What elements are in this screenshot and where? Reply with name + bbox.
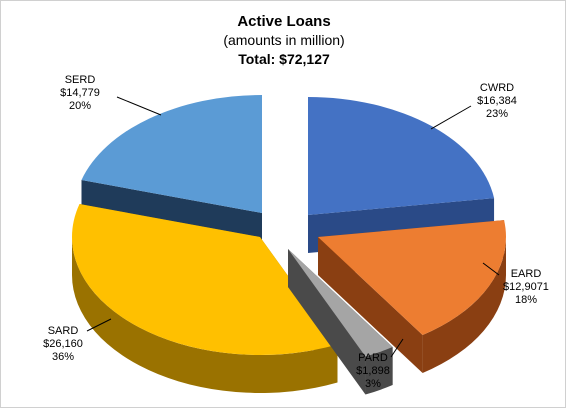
slice-top-serd	[81, 95, 263, 213]
leader-line-cwrd	[430, 105, 472, 130]
slice-face-pard-1	[288, 249, 366, 395]
leader-line-serd	[116, 96, 162, 116]
data-label-cwrd-percent: 23%	[486, 108, 508, 120]
leader-line-sard	[86, 318, 112, 332]
data-label-eard-percent: 18%	[515, 294, 537, 306]
data-label-sard-percent: 36%	[52, 351, 74, 363]
slice-pard	[288, 249, 393, 395]
slice-top-cwrd	[308, 97, 495, 215]
data-label-cwrd-value: $16,384	[477, 95, 517, 107]
data-label-sard-value: $26,160	[43, 338, 83, 350]
data-label-cwrd-name: CWRD	[480, 82, 514, 94]
data-labels: CWRD$16,38423%EARD$12,907118%PARD$1,8983…	[43, 74, 549, 390]
data-label-pard-percent: 3%	[365, 378, 381, 390]
chart-total: Total: $72,127	[238, 51, 330, 67]
leader-line-pard	[390, 338, 404, 358]
data-label-eard-name: EARD	[511, 268, 542, 280]
slices-layer	[71, 95, 506, 395]
data-label-pard-name: PARD	[358, 352, 388, 364]
slice-eard	[318, 220, 506, 374]
slice-side-sard	[72, 237, 338, 394]
slice-sard	[71, 204, 338, 394]
data-label-serd-value: $14,779	[60, 87, 100, 99]
data-label-sard-name: SARD	[48, 325, 79, 337]
leader-line-eard	[482, 262, 500, 276]
data-label-serd-percent: 20%	[69, 100, 91, 112]
slice-face-eard-1	[318, 237, 423, 374]
leader-lines	[86, 96, 500, 358]
slice-side-eard	[422, 237, 506, 374]
data-label-serd-name: SERD	[65, 74, 96, 86]
slice-top-pard	[288, 249, 393, 357]
data-label-eard-value: $12,9071	[503, 281, 549, 293]
data-label-pard-value: $1,898	[356, 365, 390, 377]
slice-top-sard	[71, 204, 338, 355]
chart-title: Active Loans	[237, 13, 330, 30]
chart-subtitle: (amounts in million)	[223, 32, 344, 48]
slice-top-eard	[318, 220, 506, 336]
